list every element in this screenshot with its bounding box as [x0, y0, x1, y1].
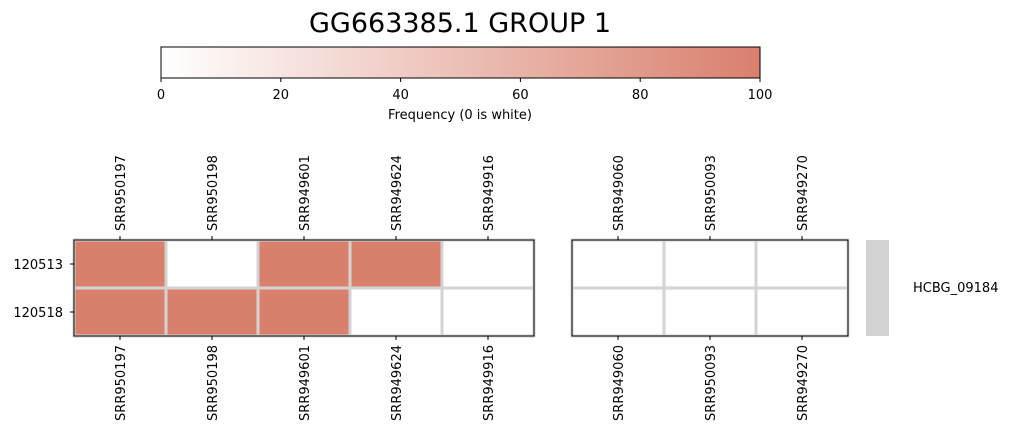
row-group-label: HCBG_09184 — [913, 281, 998, 296]
heatmap-cell — [348, 286, 444, 338]
column-label-top: SRR949916 — [482, 155, 497, 231]
colorbar-tick-label: 100 — [748, 88, 773, 103]
colorbar-tick-label: 80 — [632, 88, 649, 103]
colorbar-tick-label: 60 — [512, 88, 529, 103]
heatmap-cell — [662, 238, 758, 290]
column-label-top: SRR949270 — [796, 155, 811, 231]
heatmap-panel-1: SRR950197 SRR950197 SRR950198 SRR950198 SRR9… — [72, 155, 536, 421]
heatmap-cell — [72, 286, 168, 338]
column-label-top: SRR949624 — [390, 155, 405, 231]
heatmap-cell — [662, 286, 758, 338]
heatmap-cell — [754, 238, 850, 290]
heatmap-cell — [164, 286, 260, 338]
column-label-top: SRR950093 — [704, 155, 719, 231]
column-label-bottom: SRR950198 — [206, 345, 221, 421]
colorbar-gradient — [160, 46, 761, 79]
row-group-bar — [866, 240, 889, 336]
column-label-top: SRR949060 — [612, 155, 627, 231]
column-label-bottom: SRR949601 — [298, 345, 313, 421]
heatmap-panel-2: SRR949060 SRR949060 SRR950093 SRR950093 SRR9… — [570, 155, 850, 421]
heatmap-cell — [256, 286, 352, 338]
column-label-top: SRR950197 — [114, 155, 129, 231]
column-label-bottom: SRR950093 — [704, 345, 719, 421]
column-label-bottom: SRR949060 — [612, 345, 627, 421]
column-label-bottom: SRR950197 — [114, 345, 129, 421]
heatmap-cell — [570, 286, 666, 338]
heatmap-panels: SRR950197 SRR950197 SRR950198 SRR950198 SRR9… — [72, 155, 850, 421]
row-label: 120513 — [13, 258, 63, 273]
column-label-top: SRR950198 — [206, 155, 221, 231]
heatmap-cell — [256, 238, 352, 290]
column-label-bottom: SRR949916 — [482, 345, 497, 421]
colorbar-tick-label: 40 — [392, 88, 409, 103]
colorbar-tick-label: 0 — [157, 88, 165, 103]
heatmap-cell — [164, 238, 260, 290]
heatmap-cell — [440, 238, 536, 290]
heatmap-cell — [348, 238, 444, 290]
colorbar-ticks: 0 20 40 60 80 100 — [157, 78, 773, 103]
colorbar-label: Frequency (0 is white) — [388, 108, 532, 123]
chart-title: GG663385.1 GROUP 1 — [309, 8, 611, 39]
heatmap-cell — [570, 238, 666, 290]
colorbar-tick-label: 20 — [273, 88, 290, 103]
colorbar: 0 20 40 60 80 100 Frequency (0 is white) — [157, 46, 773, 123]
heatmap-cell — [440, 286, 536, 338]
column-label-top: SRR949601 — [298, 155, 313, 231]
heatmap-cell — [754, 286, 850, 338]
row-group-annotation: HCBG_09184 — [866, 240, 998, 336]
row-labels: 120513 120518 — [13, 258, 74, 321]
column-label-bottom: SRR949624 — [390, 345, 405, 421]
column-label-bottom: SRR949270 — [796, 345, 811, 421]
row-label: 120518 — [13, 306, 63, 321]
heatmap-cell — [72, 238, 168, 290]
